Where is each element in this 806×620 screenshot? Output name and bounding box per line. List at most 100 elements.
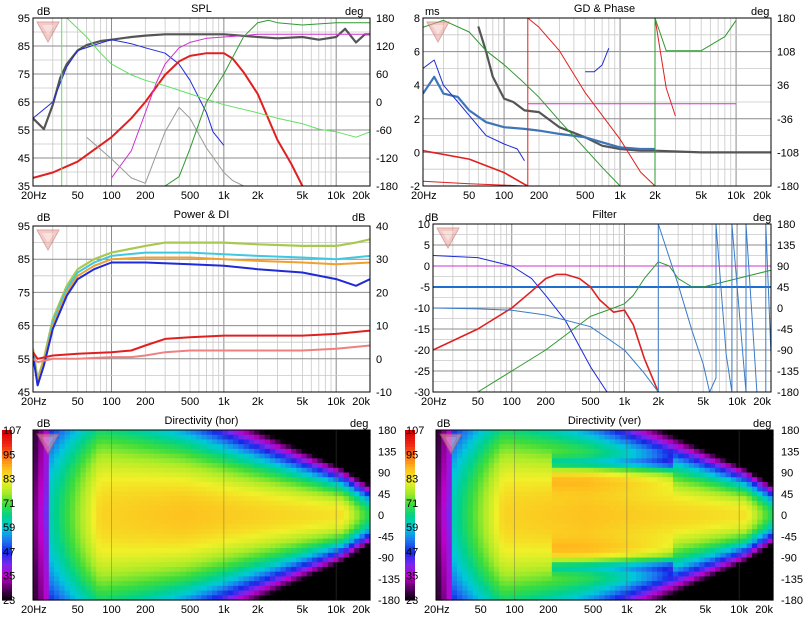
colorbar-tick-label: 35 bbox=[406, 571, 418, 583]
dir1-x-tick-label: 1k bbox=[621, 604, 633, 616]
chart0-x-tick-label: 20k bbox=[352, 190, 370, 202]
y-right-tick-label: -90 bbox=[777, 345, 793, 357]
colorbar-tick-label: 59 bbox=[406, 522, 418, 534]
series-line-2 bbox=[423, 59, 525, 162]
y-left-tick-label: -5 bbox=[420, 282, 430, 294]
chart2-x-tick-label: 200 bbox=[136, 396, 154, 408]
directivity-ver-left-unit: dB bbox=[437, 418, 451, 430]
dir0-x-tick-label: 2k bbox=[252, 604, 264, 616]
y-left-tick-label: 75 bbox=[18, 69, 30, 81]
logo-watermark-icon bbox=[36, 21, 60, 44]
series-line-4 bbox=[33, 329, 370, 360]
dir1-x-tick-label: 20Hz bbox=[424, 604, 450, 616]
logo-watermark-icon bbox=[36, 433, 60, 456]
series-line-4 bbox=[66, 18, 370, 138]
angle-tick-label: -135 bbox=[781, 574, 803, 586]
y-right-tick-label: 135 bbox=[777, 240, 795, 252]
series-line-3 bbox=[433, 273, 660, 392]
chart1-x-tick-label: 50 bbox=[463, 190, 475, 202]
chart3-x-tick-label: 5k bbox=[697, 396, 709, 408]
plot-frame bbox=[32, 429, 371, 601]
angle-tick-label: -45 bbox=[378, 531, 394, 543]
y-left-tick-label: -10 bbox=[414, 303, 430, 315]
directivity-hor-left-unit: dB bbox=[37, 418, 51, 430]
logo-watermark-icon bbox=[426, 21, 450, 44]
colorbar-tick-label: 107 bbox=[406, 425, 424, 437]
filter-left-unit: dB bbox=[425, 212, 439, 224]
series-line-5 bbox=[86, 106, 244, 186]
series-line-3 bbox=[33, 261, 370, 387]
plot-frame bbox=[432, 223, 772, 393]
dir1-x-tick-label: 2k bbox=[655, 604, 667, 616]
angle-tick-label: 135 bbox=[378, 446, 396, 458]
y-right-tick-label: 40 bbox=[376, 221, 388, 233]
chart0-x-tick-label: 5k bbox=[297, 190, 309, 202]
series-line-3 bbox=[111, 33, 370, 179]
colorbar-tick-label: 95 bbox=[3, 449, 15, 461]
y-right-tick-label: 45 bbox=[777, 282, 789, 294]
plot-frame bbox=[422, 17, 772, 187]
plot-frame bbox=[32, 225, 371, 393]
plot-frame bbox=[32, 17, 371, 187]
chart3-x-tick-label: 10k bbox=[728, 396, 746, 408]
series-line-2 bbox=[433, 255, 608, 392]
dir0-x-tick-label: 20Hz bbox=[21, 604, 47, 616]
y-left-tick-label: 0 bbox=[414, 147, 420, 159]
y-right-tick-label: -120 bbox=[376, 153, 398, 165]
directivity-heatmap bbox=[436, 430, 774, 601]
colorbar bbox=[405, 430, 415, 601]
spl-panel: SPL dB deg 95 85 75 65 55 45 35 180 120 60 0 -60 -12… bbox=[0, 0, 403, 205]
power-di-title: Power & DI bbox=[173, 209, 230, 221]
dir1-x-tick-label: 100 bbox=[505, 604, 523, 616]
chart2-x-tick-label: 100 bbox=[102, 396, 120, 408]
chart3-x-tick-label: 20k bbox=[753, 396, 771, 408]
colorbar-tick-label: 83 bbox=[406, 474, 418, 486]
series-line-4 bbox=[477, 261, 771, 392]
directivity-hor-map: 107 95 83 71 59 47 35 23 180 135 90 45 0 -45 -90 -135 -1… bbox=[2, 425, 400, 616]
angle-tick-label: -90 bbox=[781, 553, 797, 565]
chart3-x-tick-label: 1k bbox=[619, 396, 631, 408]
series-line-1 bbox=[33, 39, 225, 146]
angle-tick-label: -180 bbox=[378, 595, 400, 607]
chart0-x-tick-label: 500 bbox=[181, 190, 199, 202]
y-left-tick-label: 5 bbox=[424, 240, 430, 252]
chart0-x-tick-label: 20Hz bbox=[21, 190, 47, 202]
directivity-ver-title: Directivity (ver) bbox=[567, 415, 642, 427]
plot-frame bbox=[435, 429, 774, 601]
y-right-tick-label: 10 bbox=[376, 321, 388, 333]
chart1-x-tick-label: 100 bbox=[495, 190, 513, 202]
y-right-tick-label: 20 bbox=[376, 287, 388, 299]
y-left-tick-label: 65 bbox=[18, 97, 30, 109]
spl-chart: 95 85 75 65 55 45 35 180 120 60 0 -60 -120 -180 20Hz 50… bbox=[18, 13, 398, 202]
series-line-4 bbox=[423, 149, 529, 186]
angle-tick-label: -90 bbox=[378, 553, 394, 565]
y-right-tick-label: 36 bbox=[777, 80, 789, 92]
y-right-tick-label: -180 bbox=[777, 387, 799, 399]
logo-watermark-icon bbox=[36, 229, 60, 252]
power-di-left-unit: dB bbox=[37, 212, 51, 224]
spl-title: SPL bbox=[191, 3, 212, 15]
dir0-x-tick-label: 500 bbox=[181, 604, 199, 616]
dir0-x-tick-label: 100 bbox=[102, 604, 120, 616]
y-left-tick-label: 65 bbox=[18, 321, 30, 333]
dir0-x-tick-label: 5k bbox=[297, 604, 309, 616]
colorbar-tick-label: 71 bbox=[406, 498, 418, 510]
y-right-tick-label: 30 bbox=[376, 254, 388, 266]
directivity-hor-right-unit: deg bbox=[350, 418, 369, 430]
chart3-x-tick-label: 500 bbox=[581, 396, 599, 408]
series-line-0 bbox=[477, 26, 771, 154]
dir1-x-tick-label: 5k bbox=[700, 604, 712, 616]
gd-phase-panel: GD & Phase ms deg 8 6 4 2 0 -2 180 108 36 -36 -108… bbox=[403, 0, 806, 205]
chart2-x-tick-label: 20k bbox=[352, 396, 370, 408]
chart2-x-tick-label: 20Hz bbox=[21, 396, 47, 408]
directivity-ver-panel: Directivity (ver) dB deg 107 95 83 71 59 47 35… bbox=[403, 412, 806, 620]
chart3-x-tick-label: 100 bbox=[503, 396, 521, 408]
y-left-tick-label: 6 bbox=[414, 47, 420, 59]
dir1-x-tick-label: 20k bbox=[755, 604, 773, 616]
y-right-tick-label: 180 bbox=[376, 13, 394, 25]
y-right-tick-label: -60 bbox=[376, 125, 392, 137]
dir1-x-tick-label: 200 bbox=[539, 604, 557, 616]
spl-left-unit: dB bbox=[37, 6, 51, 18]
colorbar-tick-label: 95 bbox=[406, 449, 418, 461]
